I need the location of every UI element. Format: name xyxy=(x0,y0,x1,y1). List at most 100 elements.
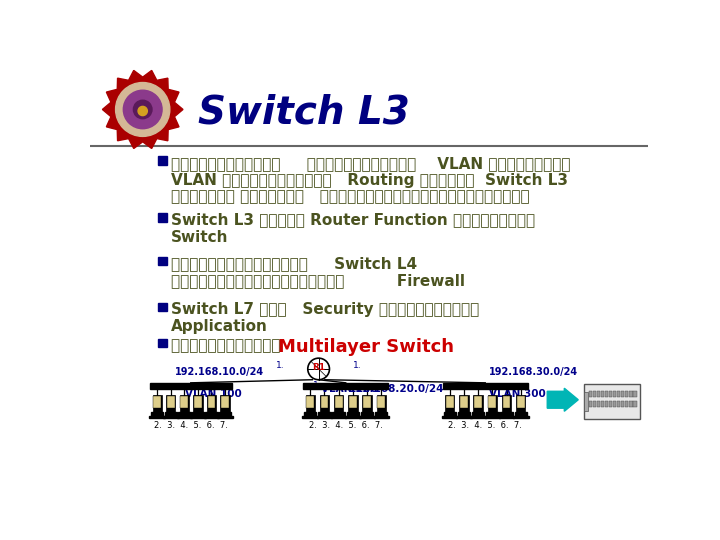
Bar xyxy=(151,412,163,416)
Bar xyxy=(374,416,389,418)
Bar xyxy=(153,396,161,408)
Bar xyxy=(320,395,329,412)
Text: 2.  3.  4.  5.  6.  7.: 2. 3. 4. 5. 6. 7. xyxy=(449,421,522,429)
Bar xyxy=(181,396,188,408)
Circle shape xyxy=(138,106,148,116)
Bar xyxy=(178,412,191,416)
Bar xyxy=(597,390,600,397)
Bar xyxy=(613,390,616,397)
Bar xyxy=(318,412,330,416)
Bar xyxy=(626,401,629,407)
Text: Switch: Switch xyxy=(171,230,229,245)
Text: 2.  3.  4.  5.  6.  7.: 2. 3. 4. 5. 6. 7. xyxy=(154,421,228,429)
Text: VLAN 300: VLAN 300 xyxy=(489,389,546,399)
Bar xyxy=(334,395,343,412)
Bar xyxy=(359,416,375,418)
Bar xyxy=(335,396,343,408)
Text: จะสะดวก ประหยัด   และมีประสิทธิภาพสูงกว่า: จะสะดวก ประหยัด และมีประสิทธิภาพสูงกว่า xyxy=(171,190,530,205)
Bar xyxy=(346,412,359,416)
Bar xyxy=(153,395,162,412)
Bar xyxy=(617,390,621,397)
Bar xyxy=(193,395,202,412)
Bar xyxy=(194,396,202,408)
Bar xyxy=(219,412,231,416)
Bar xyxy=(513,416,528,418)
Bar xyxy=(488,396,496,408)
Bar xyxy=(158,157,167,165)
Bar xyxy=(487,395,497,412)
Bar xyxy=(207,395,216,412)
Bar xyxy=(634,390,636,397)
FancyArrow shape xyxy=(547,388,578,411)
Text: VLAN 100: VLAN 100 xyxy=(184,389,241,399)
Bar xyxy=(629,390,632,397)
Bar xyxy=(609,390,612,397)
Bar xyxy=(165,412,177,416)
Bar xyxy=(589,390,593,397)
Bar xyxy=(460,396,468,408)
Bar xyxy=(204,416,219,418)
Bar xyxy=(158,256,167,265)
Bar xyxy=(150,416,165,418)
Bar xyxy=(626,390,629,397)
Bar xyxy=(502,395,511,412)
Bar xyxy=(190,416,206,418)
Text: 1.: 1. xyxy=(276,361,284,369)
Text: 2.  3.  4.  5.  6.  7.: 2. 3. 4. 5. 6. 7. xyxy=(309,421,383,429)
Circle shape xyxy=(307,358,330,380)
Bar xyxy=(305,395,315,412)
Text: Switch L3 จะรวม Router Function อยู่ภายใน: Switch L3 จะรวม Router Function อยู่ภายใ… xyxy=(171,213,536,228)
Bar xyxy=(486,412,498,416)
Text: เรียกรวมๆว่า: เรียกรวมๆว่า xyxy=(171,338,302,353)
Bar xyxy=(333,412,345,416)
Bar xyxy=(375,412,387,416)
Bar xyxy=(606,390,608,397)
Bar xyxy=(445,395,454,412)
Bar xyxy=(331,416,346,418)
Bar xyxy=(362,395,372,412)
Bar xyxy=(158,339,167,347)
Bar xyxy=(617,401,621,407)
Bar xyxy=(180,395,189,412)
Bar xyxy=(459,395,469,412)
Circle shape xyxy=(116,83,170,137)
Text: 1.: 1. xyxy=(353,361,361,369)
Bar xyxy=(221,396,229,408)
Text: Multilayer Switch: Multilayer Switch xyxy=(279,338,454,356)
Bar xyxy=(589,401,593,407)
Text: VLAN รวมถึงการทำา   Routing เราใช้  Switch L3: VLAN รวมถึงการทำา Routing เราใช้ Switch … xyxy=(171,173,568,187)
Bar xyxy=(597,401,600,407)
Bar xyxy=(158,213,167,222)
Text: 1.: 1. xyxy=(312,381,321,390)
Text: นอกจากนั้นยังมี     Switch L4: นอกจากนั้นยังมี Switch L4 xyxy=(171,256,418,271)
Text: R1: R1 xyxy=(312,363,325,372)
Bar xyxy=(377,395,386,412)
Text: Application: Application xyxy=(171,319,269,334)
Bar xyxy=(601,390,604,397)
Bar xyxy=(585,392,588,411)
Bar xyxy=(613,401,616,407)
Bar xyxy=(306,396,314,408)
Bar xyxy=(593,401,596,407)
Circle shape xyxy=(123,90,162,129)
Bar xyxy=(500,412,513,416)
Bar xyxy=(629,401,632,407)
Bar xyxy=(609,401,612,407)
Bar xyxy=(303,383,388,389)
Bar xyxy=(361,412,373,416)
Bar xyxy=(302,416,318,418)
Bar xyxy=(515,412,527,416)
Bar xyxy=(474,395,483,412)
Bar xyxy=(217,416,233,418)
Text: ในทางปฏิบัติ     ถ้ามีการแบ่ง    VLAN และเชื่อม: ในทางปฏิบัติ ถ้ามีการแบ่ง VLAN และเชื่อม xyxy=(171,156,571,171)
Bar xyxy=(485,416,500,418)
Bar xyxy=(348,395,358,412)
Bar xyxy=(163,416,179,418)
Bar xyxy=(621,390,624,397)
Bar xyxy=(470,416,486,418)
Text: Switch L3: Switch L3 xyxy=(199,93,410,132)
Bar xyxy=(442,416,457,418)
Circle shape xyxy=(133,100,152,119)
Bar xyxy=(503,396,510,408)
Bar xyxy=(446,396,454,408)
